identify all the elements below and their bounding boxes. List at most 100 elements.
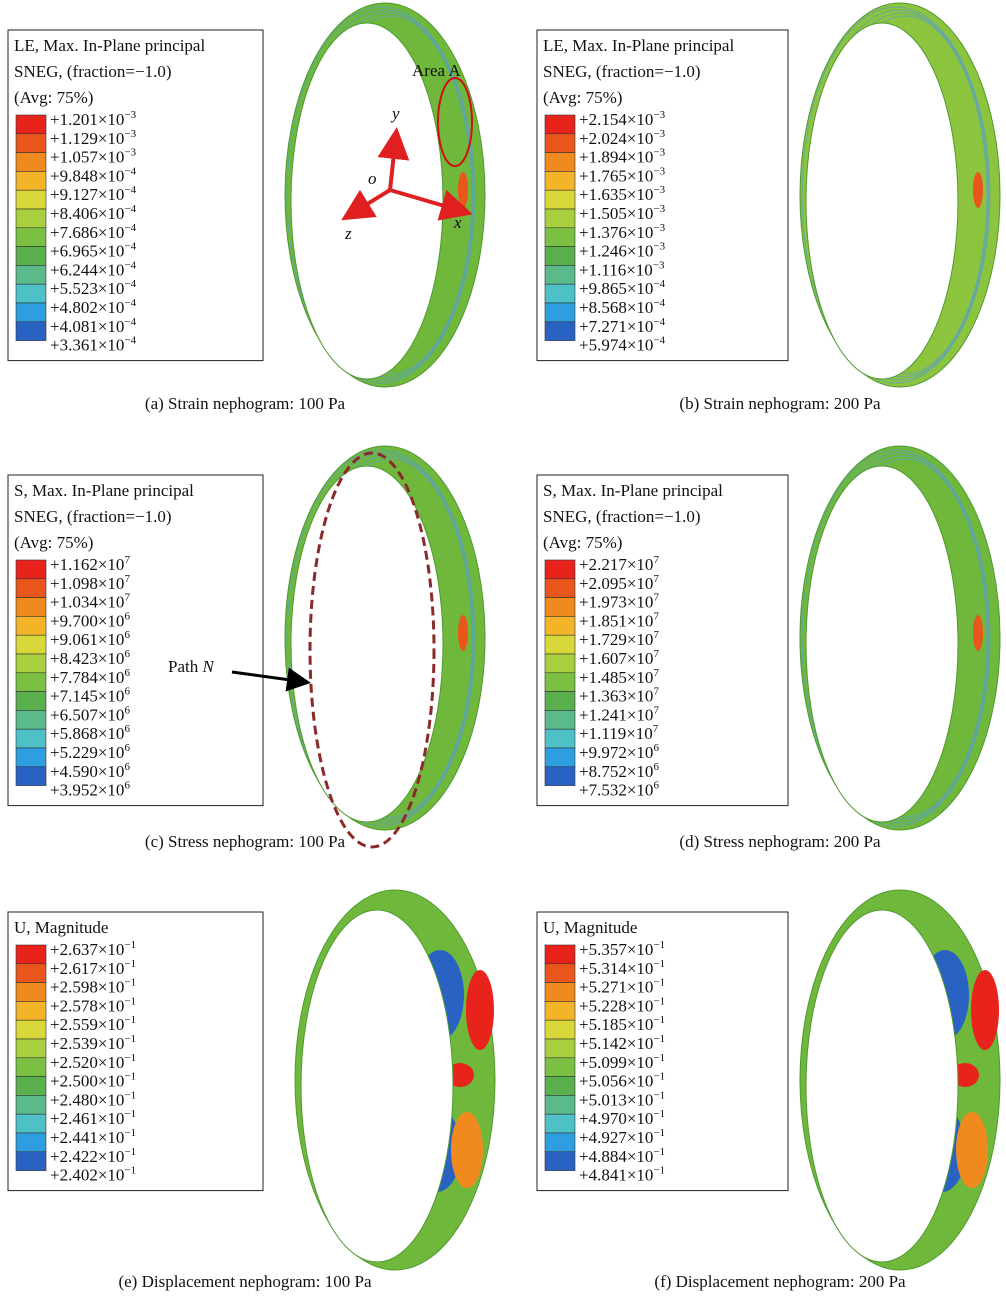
caption: (d) Stress nephogram: 200 Pa xyxy=(679,832,881,851)
legend-label: +8.752×106 xyxy=(579,760,659,780)
label-exp: 7 xyxy=(653,704,659,716)
label-exp: 6 xyxy=(653,779,659,791)
legend-label: +1.241×107 xyxy=(579,704,659,724)
label-base: +5.228×10 xyxy=(579,996,653,1015)
legend-swatch xyxy=(545,654,575,673)
legend-label: +1.363×107 xyxy=(579,685,659,705)
label-base: +2.500×10 xyxy=(50,1072,124,1091)
label-exp: 7 xyxy=(653,591,659,603)
legend-label: +2.500×10−1 xyxy=(50,1070,136,1090)
legend-label: +4.970×10−1 xyxy=(579,1108,665,1128)
legend-label: +5.868×106 xyxy=(50,723,130,743)
legend-label: +5.228×10−1 xyxy=(579,995,665,1015)
label-exp: −4 xyxy=(124,259,136,271)
label-exp: −1 xyxy=(653,1033,665,1045)
label-exp: −4 xyxy=(124,203,136,215)
label-base: +5.868×10 xyxy=(50,724,124,743)
legend-title: SNEG, (fraction=−1.0) xyxy=(543,62,701,81)
label-base: +6.244×10 xyxy=(50,260,124,279)
label-base: +7.686×10 xyxy=(50,223,124,242)
label-base: +1.098×10 xyxy=(50,574,124,593)
legend-swatch xyxy=(545,228,575,247)
label-base: +7.532×10 xyxy=(579,781,653,800)
label-exp: −3 xyxy=(653,184,665,196)
legend-label: +7.145×106 xyxy=(50,685,130,705)
ring-model xyxy=(800,446,1000,830)
label-exp: 7 xyxy=(653,685,659,697)
label-base: +8.406×10 xyxy=(50,204,124,223)
legend-swatch xyxy=(16,1114,46,1133)
legend-label: +1.765×10−3 xyxy=(579,165,666,185)
legend-swatch xyxy=(545,134,575,153)
legend-label: +7.532×106 xyxy=(579,779,659,799)
axis-label: o xyxy=(368,169,377,188)
label-base: +1.034×10 xyxy=(50,593,124,612)
legend-swatch xyxy=(545,115,575,134)
legend-title: SNEG, (fraction=−1.0) xyxy=(543,507,701,526)
red-zone xyxy=(956,1112,988,1188)
label-exp: 6 xyxy=(124,666,130,678)
label-exp: 6 xyxy=(653,760,659,772)
label-base: +2.402×10 xyxy=(50,1166,124,1185)
label-base: +9.127×10 xyxy=(50,185,124,204)
legend-swatch xyxy=(545,729,575,748)
label-exp: −1 xyxy=(653,1014,665,1026)
label-exp: −1 xyxy=(653,1051,665,1063)
label-base: +1.376×10 xyxy=(579,223,653,242)
ring-model xyxy=(800,890,1000,1270)
legend-swatch xyxy=(545,209,575,228)
label-exp: −3 xyxy=(653,221,665,233)
label-base: +2.024×10 xyxy=(579,129,653,148)
legend-swatch xyxy=(545,673,575,692)
caption: (e) Displacement nephogram: 100 Pa xyxy=(118,1272,371,1291)
label-base: +9.972×10 xyxy=(579,743,653,762)
legend-swatch xyxy=(16,673,46,692)
legend-swatch xyxy=(545,560,575,579)
label-exp: −3 xyxy=(653,146,665,158)
legend-label: +5.271×10−1 xyxy=(579,976,665,996)
label-exp: −3 xyxy=(124,127,136,139)
legend-swatch xyxy=(16,1020,46,1039)
label-base: +4.802×10 xyxy=(50,298,124,317)
label-base: +1.246×10 xyxy=(579,242,653,261)
legend-swatch xyxy=(16,153,46,172)
legend-swatch xyxy=(16,710,46,729)
legend-label: +2.598×10−1 xyxy=(50,976,136,996)
label-exp: 7 xyxy=(653,648,659,660)
legend-swatch xyxy=(16,322,46,341)
label-exp: 7 xyxy=(653,554,659,566)
legend-title: LE, Max. In-Plane principal xyxy=(543,36,734,55)
label-base: +8.752×10 xyxy=(579,762,653,781)
legend-swatch xyxy=(545,983,575,1002)
label-base: +1.973×10 xyxy=(579,593,653,612)
label-exp: 6 xyxy=(124,742,130,754)
label-base: +4.884×10 xyxy=(579,1147,653,1166)
label-exp: −4 xyxy=(124,334,136,346)
legend-label: +2.617×10−1 xyxy=(50,957,136,977)
legend-label: +1.851×107 xyxy=(579,610,659,630)
label-exp: −1 xyxy=(653,1089,665,1101)
legend-swatch xyxy=(16,964,46,983)
legend-swatch xyxy=(545,322,575,341)
label-exp: −4 xyxy=(124,278,136,290)
legend-label: +1.057×10−3 xyxy=(50,146,137,166)
caption: (f) Displacement nephogram: 200 Pa xyxy=(654,1272,906,1291)
legend-label: +9.848×10−4 xyxy=(50,165,137,185)
label-exp: −1 xyxy=(653,1070,665,1082)
label-base: +2.637×10 xyxy=(50,940,124,959)
legend-swatch xyxy=(16,284,46,303)
label-base: +2.422×10 xyxy=(50,1147,124,1166)
legend-title: SNEG, (fraction=−1.0) xyxy=(14,507,172,526)
legend-swatch xyxy=(545,265,575,284)
label-exp: −1 xyxy=(124,1070,136,1082)
legend-label: +1.607×107 xyxy=(579,648,659,668)
label-base: +5.099×10 xyxy=(579,1053,653,1072)
legend-swatch xyxy=(16,945,46,964)
label-base: +7.271×10 xyxy=(579,317,653,336)
legend-swatch xyxy=(16,171,46,190)
legend-label: +8.423×106 xyxy=(50,648,130,668)
legend-label: +5.185×10−1 xyxy=(579,1014,665,1034)
legend-label: +1.246×10−3 xyxy=(579,240,666,260)
legend-label: +5.974×10−4 xyxy=(579,334,666,354)
label-base: +4.081×10 xyxy=(50,317,124,336)
